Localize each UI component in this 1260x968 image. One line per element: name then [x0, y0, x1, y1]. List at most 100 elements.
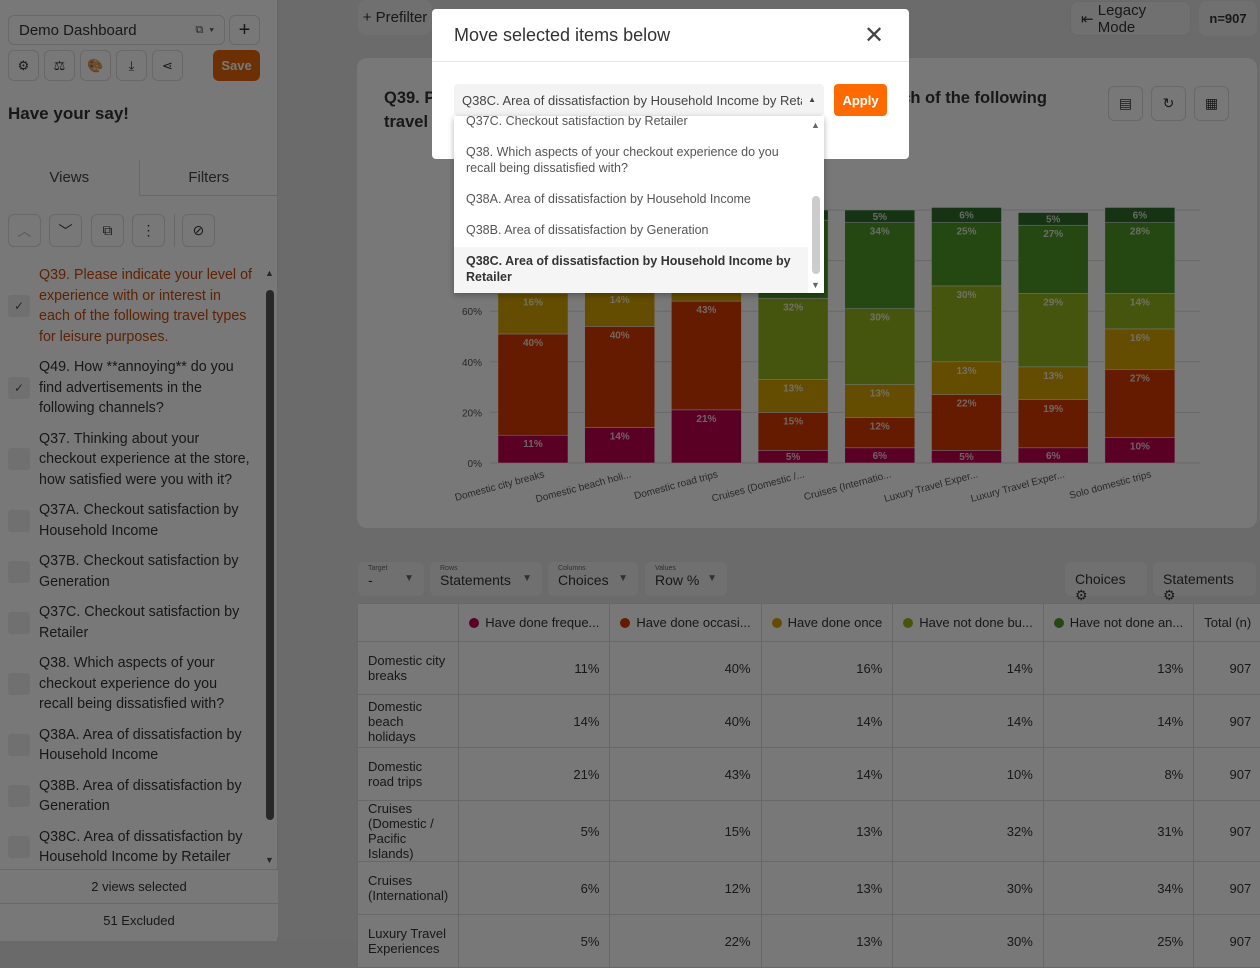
- data-label: 6%: [873, 451, 888, 462]
- checkbox[interactable]: [8, 510, 30, 532]
- table-cell: 907: [1194, 748, 1260, 801]
- dropdown-option[interactable]: Q38C. Area of dissatisfaction by Househo…: [454, 247, 808, 293]
- target-view-select[interactable]: Q38C. Area of dissatisfaction by Househo…: [454, 84, 824, 116]
- legend-dot: [469, 618, 479, 628]
- view-item[interactable]: Q38A. Area of dissatisfaction by Househo…: [0, 725, 262, 766]
- statements-settings-button[interactable]: Statements ⚙: [1153, 562, 1256, 596]
- views-scrollbar[interactable]: ▲▼: [265, 270, 274, 865]
- checkbox[interactable]: [8, 836, 30, 858]
- table-cell: 13%: [761, 862, 893, 915]
- view-item[interactable]: Q38. Which aspects of your checkout expe…: [0, 653, 262, 715]
- palette-icon[interactable]: 🎨: [80, 50, 111, 81]
- table-cell: 32%: [893, 801, 1043, 862]
- checkbox[interactable]: [8, 673, 30, 695]
- column-header[interactable]: Have done once: [761, 604, 893, 642]
- table-cell: 14%: [893, 695, 1043, 748]
- view-item[interactable]: ✓Q39. Please indicate your level of expe…: [0, 265, 262, 347]
- data-label: 14%: [1130, 297, 1150, 308]
- data-label: 19%: [1043, 404, 1063, 415]
- checkbox[interactable]: [8, 561, 30, 583]
- results-table: Have done freque...Have done occasi... Ha…: [357, 603, 1260, 968]
- bar-segment[interactable]: [498, 334, 568, 435]
- legacy-mode-button[interactable]: ⇤ Legacy Mode: [1070, 1, 1191, 36]
- download-icon[interactable]: ⤓: [116, 50, 147, 81]
- more-menu-button[interactable]: ⋮: [132, 214, 165, 247]
- values-label: Values: [655, 565, 717, 572]
- table-cell: 14%: [893, 642, 1043, 695]
- exclude-button[interactable]: ⊘: [182, 214, 215, 247]
- corner-cell: [358, 604, 459, 642]
- scale-icon[interactable]: ⚖: [44, 50, 75, 81]
- column-header[interactable]: Have not done bu...: [893, 604, 1043, 642]
- checked-checkbox[interactable]: ✓: [8, 377, 30, 399]
- dropdown-option[interactable]: Q38A. Area of dissatisfaction by Househo…: [454, 185, 808, 216]
- view-item[interactable]: ✓Q49. How **annoying** do you find adver…: [0, 357, 262, 419]
- duplicate-button[interactable]: ⧉: [91, 214, 124, 247]
- share-icon[interactable]: ⋖: [152, 50, 183, 81]
- view-item[interactable]: Q37B. Checkout satisfaction by Generatio…: [0, 551, 262, 592]
- gear-icon: ⚙: [1163, 587, 1176, 603]
- checked-checkbox[interactable]: ✓: [8, 295, 30, 317]
- checkbox[interactable]: [8, 785, 30, 807]
- data-label: 11%: [523, 439, 543, 450]
- data-label: 32%: [783, 303, 803, 314]
- gear-icon[interactable]: ⚙: [8, 50, 39, 81]
- caret-up-icon: ▲: [808, 95, 816, 104]
- view-item[interactable]: Q37. Thinking about your checkout experi…: [0, 429, 262, 491]
- dropdown-option[interactable]: Q37C. Checkout satisfaction by Retailer: [454, 116, 808, 138]
- checkbox[interactable]: [8, 734, 30, 756]
- data-label: 5%: [959, 452, 974, 463]
- data-label: 22%: [956, 399, 976, 410]
- checkbox[interactable]: [8, 612, 30, 634]
- data-label: 12%: [870, 421, 890, 432]
- data-label: 29%: [1043, 297, 1063, 308]
- dropdown-option[interactable]: Q38B. Area of dissatisfaction by Generat…: [454, 216, 808, 247]
- column-header-label: Have done once: [788, 615, 883, 630]
- prefilter-button[interactable]: + Prefilter: [358, 0, 432, 35]
- bar-segment[interactable]: [671, 301, 741, 410]
- row-label: Domestic road trips: [358, 748, 459, 801]
- x-tick-label: Solo domestic trips: [1068, 469, 1152, 501]
- choices-settings-button[interactable]: Choices ⚙: [1065, 562, 1147, 596]
- data-label: 28%: [1130, 227, 1150, 238]
- checkbox[interactable]: [8, 448, 30, 470]
- dropdown-option[interactable]: Q38. Which aspects of your checkout expe…: [454, 138, 808, 185]
- dashboard-select[interactable]: Demo Dashboard⧉ ▾: [8, 15, 225, 45]
- table-cell: 907: [1194, 642, 1260, 695]
- target-select[interactable]: Target-▼: [358, 562, 424, 596]
- x-tick-label: Luxury Travel Exper...: [970, 469, 1066, 505]
- add-dashboard-button[interactable]: +: [229, 15, 260, 45]
- table-cell: 907: [1194, 695, 1260, 748]
- tab-filters[interactable]: Filters: [140, 160, 279, 195]
- move-down-button[interactable]: ﹀: [49, 214, 82, 247]
- sidebar: Demo Dashboard⧉ ▾ + ⚙ ⚖ 🎨 ⤓ ⋖ Save Have …: [0, 0, 278, 941]
- dropdown-scrollbar[interactable]: ▲▼: [811, 120, 821, 290]
- data-label: 5%: [1046, 214, 1061, 225]
- column-header[interactable]: Have done occasi...: [610, 604, 761, 642]
- data-label: 10%: [1130, 442, 1150, 453]
- column-header[interactable]: Have done freque...: [459, 604, 610, 642]
- bar-segment[interactable]: [585, 326, 655, 427]
- column-header[interactable]: Total (n): [1194, 604, 1260, 642]
- view-item[interactable]: Q37C. Checkout satisfaction by Retailer: [0, 602, 262, 643]
- column-header[interactable]: Have not done an...: [1043, 604, 1193, 642]
- data-label: 27%: [1130, 373, 1150, 384]
- view-item[interactable]: Q38B. Area of dissatisfaction by Generat…: [0, 776, 262, 817]
- layout-icon[interactable]: ▦: [1194, 86, 1229, 121]
- save-button[interactable]: Save: [213, 50, 260, 81]
- apply-button[interactable]: Apply: [834, 84, 887, 116]
- excluded-count[interactable]: 51 Excluded: [0, 903, 278, 937]
- comment-icon[interactable]: ▤: [1108, 86, 1143, 121]
- move-up-button[interactable]: ︿: [8, 214, 41, 247]
- data-label: 30%: [870, 313, 890, 324]
- view-item[interactable]: Q38C. Area of dissatisfaction by Househo…: [0, 827, 262, 868]
- view-item[interactable]: Q37A. Checkout satisfaction by Household…: [0, 500, 262, 541]
- close-icon[interactable]: ✕: [864, 21, 884, 50]
- refresh-icon[interactable]: ↻: [1151, 86, 1186, 121]
- tab-views[interactable]: Views: [0, 160, 140, 196]
